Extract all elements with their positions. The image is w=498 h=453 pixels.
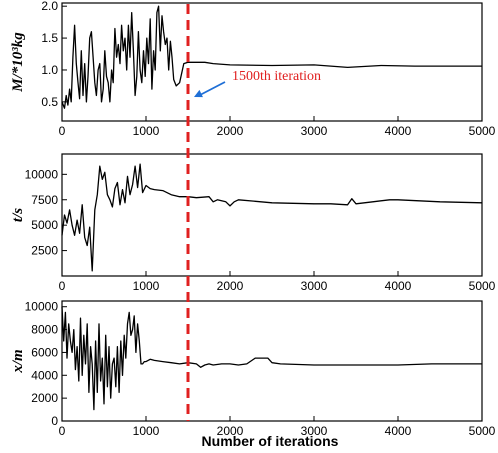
y-tick-label: 1.0: [41, 63, 58, 77]
y-tick-label: 4000: [31, 368, 58, 382]
y-tick-label: 2500: [31, 244, 58, 258]
chart-panel-3: 0 2000 4000 6000 8000 10000 0 1000 2000 3000 4000 5…: [10, 300, 496, 438]
y-axis-label-3: x/m: [10, 349, 26, 373]
series-line-2: [61, 163, 483, 272]
x-tick-label: 4000: [385, 279, 412, 293]
y-tick-label: 10000: [25, 167, 59, 181]
x-tick-label: 4000: [385, 424, 412, 438]
x-tick-label: 1000: [133, 279, 160, 293]
chart-panel-1: 0.5 1.0 1.5 2.0 0 1000 2000 3000 4000 5000 M/*10³k…: [10, 0, 496, 138]
chart-panel-2: 2500 5000 7500 10000 0 1000 2000 3000 4000 5000 t/…: [10, 153, 496, 293]
x-tick-label: 3000: [301, 279, 328, 293]
y-tick-label: 5000: [31, 218, 58, 232]
x-tick-label: 5000: [469, 279, 496, 293]
x-tick-label: 0: [59, 424, 66, 438]
y-axis-label-1: M/*10³kg: [10, 32, 26, 93]
x-tick-label: 3000: [301, 124, 328, 138]
plot-frame-1: [61, 2, 483, 122]
y-tick-label: 6000: [31, 345, 58, 359]
x-tick-label: 2000: [217, 279, 244, 293]
x-axis-label: Number of iterations: [202, 433, 339, 449]
y-tick-label: 2.0: [41, 0, 58, 13]
annotation-arrow: [199, 81, 226, 96]
y-tick-label: 2000: [31, 391, 58, 405]
x-tick-label: 3000: [301, 424, 328, 438]
y-tick-label: 8000: [31, 323, 58, 337]
x-tick-label: 4000: [385, 124, 412, 138]
y-tick-label: 7500: [31, 193, 58, 207]
series-line-1: [61, 5, 482, 109]
y-tick-label: 1.5: [41, 31, 58, 45]
y-axis-label-2: t/s: [10, 208, 26, 222]
x-tick-label: 2000: [217, 424, 244, 438]
plot-frame-2: [61, 153, 483, 277]
x-tick-label: 1000: [133, 124, 160, 138]
plot-frame-3: [61, 300, 483, 422]
x-tick-label: 0: [59, 279, 66, 293]
y-tick-label: 0: [51, 414, 58, 428]
y-tick-label: 10000: [25, 300, 59, 314]
chart-panels: 0.5 1.0 1.5 2.0 0 1000 2000 3000 4000 5000 M/*10³k…: [10, 0, 496, 438]
annotation-arrow-head: [194, 89, 203, 98]
y-tick-label: 0.5: [41, 95, 58, 109]
x-tick-label: 1000: [133, 424, 160, 438]
x-tick-label: 0: [59, 124, 66, 138]
series-line-3: [61, 306, 482, 411]
annotation-label: 1500th iteration: [232, 69, 321, 84]
x-tick-label: 5000: [469, 424, 496, 438]
x-tick-label: 2000: [217, 124, 244, 138]
x-tick-label: 5000: [469, 124, 496, 138]
